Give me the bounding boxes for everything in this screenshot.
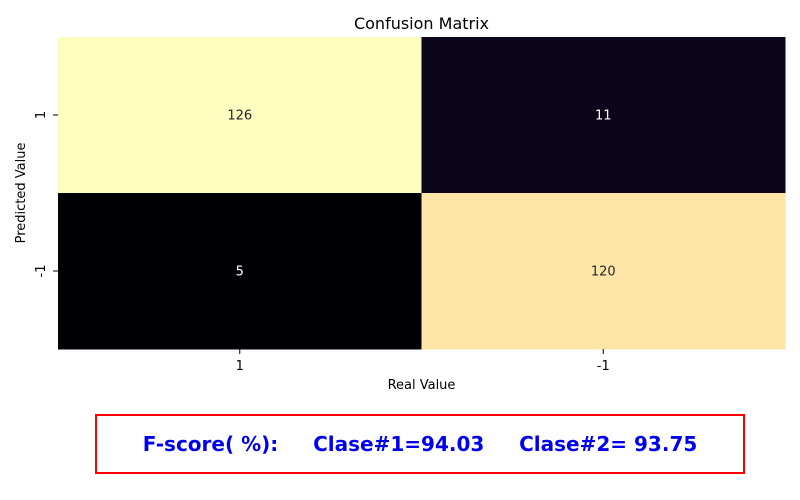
- heatmap-cell: [58, 37, 422, 194]
- fscore-gap-1: [278, 432, 313, 456]
- y-axis-label: Predicted Value: [14, 143, 29, 244]
- fscore-gap-2: [484, 432, 519, 456]
- confusion-matrix-chart: Confusion Matrix 126 11 5 120 1 -1 1 -1 Real V…: [14, 14, 786, 393]
- cell-value-label: 11: [595, 109, 612, 124]
- fscore-box: F-score( %): Clase#1=94.03 Clase#2= 93.7…: [95, 414, 745, 474]
- y-tick-label: -1: [34, 265, 49, 278]
- cell-value-label: 126: [227, 109, 252, 124]
- axis-ticks: 1 -1 1 -1: [34, 111, 610, 374]
- heatmap-cell: [421, 193, 786, 350]
- cell-value-label: 120: [591, 265, 616, 280]
- x-tick-label: 1: [236, 359, 244, 374]
- x-tick-label: -1: [597, 359, 610, 374]
- chart-title: Confusion Matrix: [354, 14, 489, 33]
- y-tick-label: 1: [34, 111, 49, 119]
- heatmap-cell: [58, 193, 422, 350]
- cell-value-label: 5: [236, 265, 244, 280]
- heatmap-cell: [421, 37, 786, 194]
- fscore-label: F-score( %):: [142, 432, 279, 456]
- heatmap-cells: 126 11 5 120: [58, 37, 786, 350]
- x-axis-label: Real Value: [388, 378, 456, 393]
- fscore-class2: Clase#2= 93.75: [519, 432, 698, 456]
- fscore-class1: Clase#1=94.03: [313, 432, 485, 456]
